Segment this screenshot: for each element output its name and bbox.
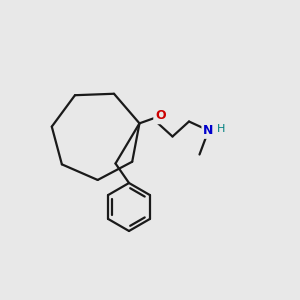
Text: N: N xyxy=(203,124,214,137)
Text: O: O xyxy=(155,110,166,122)
Text: H: H xyxy=(217,124,225,134)
